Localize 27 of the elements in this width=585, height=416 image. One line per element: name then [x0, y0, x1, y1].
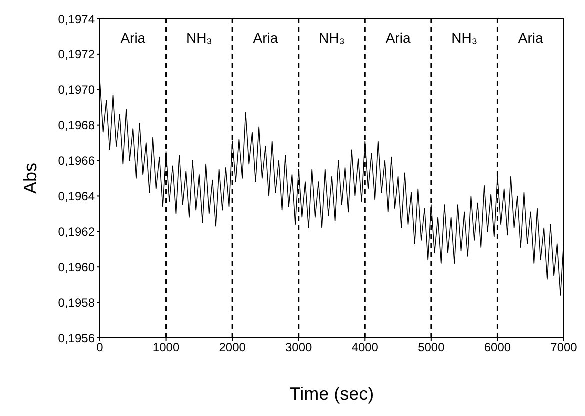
annotation: NH₃	[186, 30, 212, 46]
y-tick-label: 0,1972	[58, 48, 96, 62]
x-tick-label: 4000	[352, 340, 379, 355]
y-axis-title: Abs	[20, 162, 40, 194]
x-tick-label: 3000	[286, 340, 313, 355]
y-tick-label: 0,1968	[58, 118, 96, 133]
x-tick-label: 5000	[418, 340, 446, 355]
y-tick-label: 0,1958	[58, 296, 96, 310]
x-tick-label: 6000	[484, 340, 512, 355]
annotation: Aria	[518, 30, 544, 46]
annotation: Aria	[386, 30, 411, 46]
annotation: Aria	[253, 30, 278, 46]
x-tick-label: 2000	[219, 340, 246, 355]
y-tick-label: 0,1974	[58, 12, 96, 26]
x-axis-title: Time (sec)	[290, 384, 374, 404]
y-tick-label: 0,1956	[58, 331, 96, 346]
x-tick-label: 7000	[550, 340, 578, 355]
x-tick-label: 1000	[152, 340, 180, 355]
annotation: NH₃	[452, 30, 478, 46]
y-tick-label: 0,1966	[58, 154, 96, 168]
y-tick-label: 0,1960	[58, 260, 96, 274]
annotation: Aria	[120, 30, 146, 46]
y-tick-label: 0,1964	[58, 189, 96, 204]
x-tick-label: 0	[96, 340, 104, 355]
y-tick-label: 0,1962	[58, 224, 96, 239]
y-tick-label: 0,1970	[58, 83, 96, 98]
annotation: NH₃	[319, 30, 345, 46]
